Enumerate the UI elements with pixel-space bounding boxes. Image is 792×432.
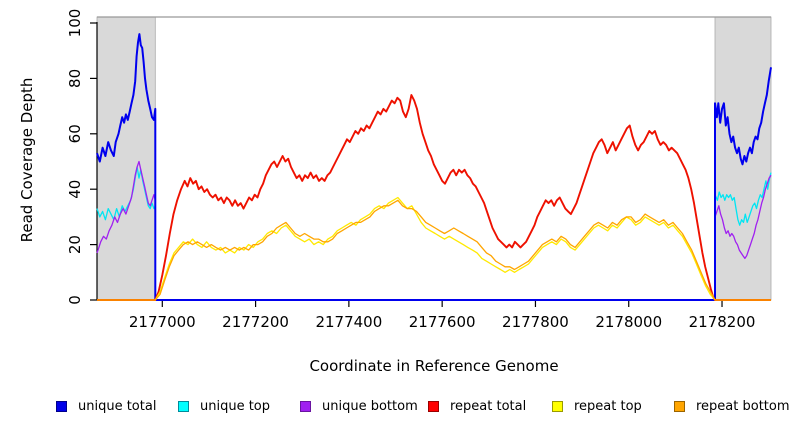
legend-label: unique total <box>78 399 157 414</box>
y-tick-label: 0 <box>66 295 84 305</box>
legend-item-unique-bottom: unique bottom <box>300 399 418 414</box>
legend-item-repeat-total: repeat total <box>428 399 526 414</box>
unique-total-swatch-icon <box>56 401 67 412</box>
x-tick-label: 2177800 <box>502 313 569 331</box>
legend-label: repeat top <box>574 399 642 414</box>
series-repeat-total <box>97 94 771 301</box>
x-tick-label: 2177600 <box>409 313 476 331</box>
legend-item-unique-top: unique top <box>178 399 270 414</box>
legend-item-repeat-top: repeat top <box>552 399 642 414</box>
y-tick-label: 20 <box>66 235 84 254</box>
legend-item-repeat-bottom: repeat bottom <box>674 399 790 414</box>
x-tick-label: 2177000 <box>129 313 196 331</box>
series-unique-bottom <box>96 160 772 301</box>
unique-bottom-swatch-icon <box>300 401 311 412</box>
highlight-region <box>96 16 156 301</box>
y-tick-label: 80 <box>66 69 84 88</box>
y-tick-label: 60 <box>66 124 84 143</box>
legend-label: repeat bottom <box>696 399 790 414</box>
x-axis-title: Coordinate in Reference Genome <box>309 357 559 375</box>
legend-item-unique-total: unique total <box>56 399 156 414</box>
repeat-top-swatch-icon <box>552 401 563 412</box>
y-axis-title: Read Coverage Depth <box>18 77 36 243</box>
series-repeat-bottom <box>97 199 771 301</box>
repeat-total-swatch-icon <box>428 401 439 412</box>
legend-label: repeat total <box>450 399 527 414</box>
legend-label: unique bottom <box>322 399 418 414</box>
x-tick-label: 2178200 <box>689 313 756 331</box>
legend: unique total unique top unique bottom re… <box>0 399 792 419</box>
y-tick-label: 40 <box>66 180 84 199</box>
unique-top-swatch-icon <box>178 401 189 412</box>
x-tick-label: 2177400 <box>315 313 382 331</box>
series-unique-total <box>96 33 772 301</box>
series-repeat-top <box>97 196 771 301</box>
x-tick-label: 2178000 <box>595 313 662 331</box>
repeat-bottom-swatch-icon <box>674 401 685 412</box>
y-tick-label: 100 <box>66 9 84 38</box>
legend-label: unique top <box>200 399 271 414</box>
x-tick-label: 2177200 <box>222 313 289 331</box>
